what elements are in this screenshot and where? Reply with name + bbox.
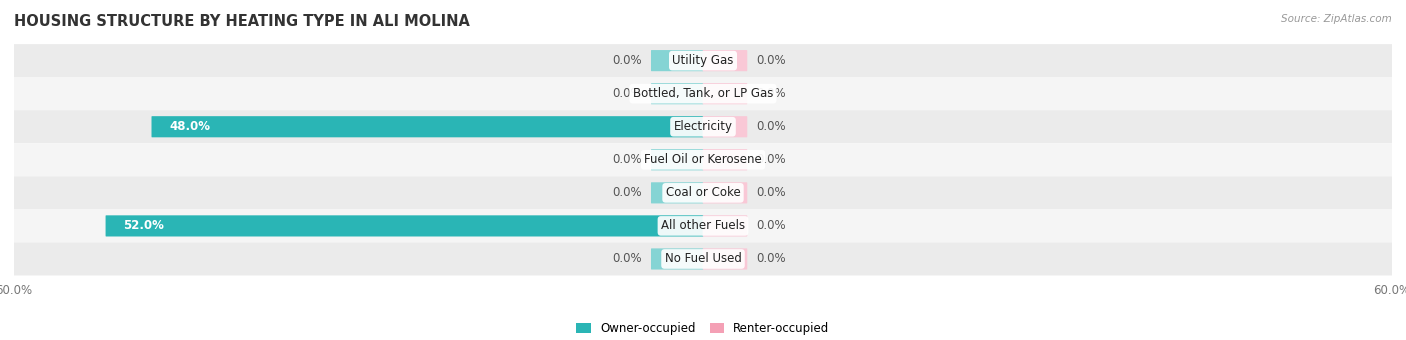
Text: 0.0%: 0.0%	[613, 253, 643, 266]
FancyBboxPatch shape	[14, 77, 1392, 110]
FancyBboxPatch shape	[152, 116, 703, 137]
Text: 0.0%: 0.0%	[613, 186, 643, 199]
Legend: Owner-occupied, Renter-occupied: Owner-occupied, Renter-occupied	[572, 317, 834, 340]
Text: 52.0%: 52.0%	[124, 219, 165, 233]
FancyBboxPatch shape	[14, 209, 1392, 242]
Text: 48.0%: 48.0%	[169, 120, 209, 133]
FancyBboxPatch shape	[703, 83, 747, 104]
FancyBboxPatch shape	[651, 50, 703, 71]
FancyBboxPatch shape	[703, 215, 747, 237]
FancyBboxPatch shape	[703, 116, 747, 137]
FancyBboxPatch shape	[14, 44, 1392, 77]
FancyBboxPatch shape	[651, 83, 703, 104]
FancyBboxPatch shape	[14, 176, 1392, 209]
Text: 0.0%: 0.0%	[756, 87, 786, 100]
FancyBboxPatch shape	[651, 149, 703, 170]
Text: 0.0%: 0.0%	[756, 253, 786, 266]
Text: 0.0%: 0.0%	[756, 120, 786, 133]
FancyBboxPatch shape	[14, 242, 1392, 275]
FancyBboxPatch shape	[703, 50, 747, 71]
Text: 0.0%: 0.0%	[613, 87, 643, 100]
Text: All other Fuels: All other Fuels	[661, 219, 745, 233]
FancyBboxPatch shape	[703, 249, 747, 270]
FancyBboxPatch shape	[651, 249, 703, 270]
Text: HOUSING STRUCTURE BY HEATING TYPE IN ALI MOLINA: HOUSING STRUCTURE BY HEATING TYPE IN ALI…	[14, 14, 470, 29]
Text: Source: ZipAtlas.com: Source: ZipAtlas.com	[1281, 14, 1392, 23]
Text: 0.0%: 0.0%	[613, 153, 643, 166]
Text: Electricity: Electricity	[673, 120, 733, 133]
Text: Coal or Coke: Coal or Coke	[665, 186, 741, 199]
FancyBboxPatch shape	[14, 110, 1392, 143]
Text: 0.0%: 0.0%	[756, 54, 786, 67]
Text: Utility Gas: Utility Gas	[672, 54, 734, 67]
Text: Fuel Oil or Kerosene: Fuel Oil or Kerosene	[644, 153, 762, 166]
Text: No Fuel Used: No Fuel Used	[665, 253, 741, 266]
Text: 0.0%: 0.0%	[756, 219, 786, 233]
Text: 0.0%: 0.0%	[613, 54, 643, 67]
FancyBboxPatch shape	[105, 215, 703, 237]
FancyBboxPatch shape	[14, 143, 1392, 176]
Text: Bottled, Tank, or LP Gas: Bottled, Tank, or LP Gas	[633, 87, 773, 100]
FancyBboxPatch shape	[703, 182, 747, 203]
Text: 0.0%: 0.0%	[756, 186, 786, 199]
Text: 0.0%: 0.0%	[756, 153, 786, 166]
FancyBboxPatch shape	[703, 149, 747, 170]
FancyBboxPatch shape	[651, 182, 703, 203]
